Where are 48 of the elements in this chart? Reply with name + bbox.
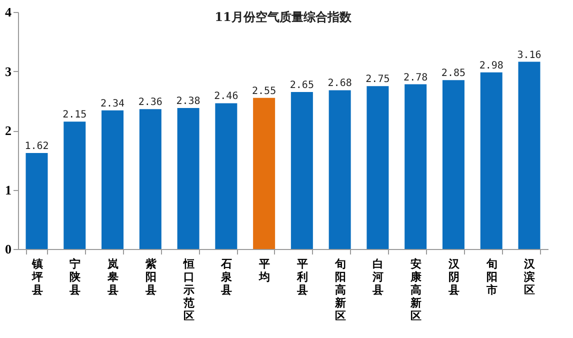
data-label: 2.55 [252, 86, 276, 97]
x-tick-label: 平利县 [296, 258, 308, 296]
chart-title: 11月份空气质量综合指数 [214, 10, 352, 24]
bar [328, 90, 351, 249]
x-tick-label: 紫阳县 [144, 258, 156, 296]
x-tick-label: 白河县 [372, 258, 384, 296]
bar [253, 98, 276, 249]
data-label: 2.68 [328, 78, 352, 90]
x-tick-label: 宁陕县 [68, 258, 82, 296]
x-tick-label: 平均 [258, 258, 270, 284]
y-tick-label: 3 [5, 64, 12, 79]
x-tick-label: 汉阴县 [447, 258, 460, 296]
y-tick-label: 0 [5, 242, 12, 256]
data-label: 2.46 [214, 91, 238, 102]
bar [518, 62, 540, 249]
bar [177, 108, 200, 249]
data-label: 2.98 [479, 60, 504, 72]
data-label: 2.85 [441, 68, 466, 80]
y-tick-label: 2 [5, 123, 12, 138]
bar [102, 110, 124, 249]
data-label: 1.62 [24, 141, 49, 152]
bar [404, 84, 427, 249]
x-tick-label: 安康高新区 [410, 258, 423, 322]
data-label: 2.34 [100, 98, 125, 110]
x-tick-label: 旬阳高新区 [334, 258, 346, 322]
data-label: 2.38 [176, 96, 200, 107]
data-label: 2.65 [290, 80, 314, 91]
data-label: 2.36 [138, 97, 162, 108]
x-tick-label: 镇坪县 [30, 258, 43, 296]
x-tick-label: 旬阳市 [485, 258, 498, 296]
data-label: 2.15 [62, 110, 87, 121]
x-tick-label: 恒口示范区 [182, 258, 196, 322]
bar [366, 86, 389, 249]
data-label: 2.75 [366, 74, 390, 86]
data-label: 3.16 [517, 50, 542, 61]
data-label: 2.78 [404, 72, 428, 84]
y-tick-label: 1 [5, 182, 12, 198]
bar [290, 92, 313, 249]
x-tick-label: 汉滨区 [523, 258, 536, 296]
bar [442, 80, 464, 249]
bar [26, 153, 48, 249]
x-tick-label: 石泉县 [220, 258, 234, 296]
x-tick-label: 岚皋县 [106, 258, 119, 296]
bar [215, 103, 238, 249]
y-tick-label: 4 [5, 4, 12, 20]
bar [64, 122, 86, 249]
bar [139, 109, 162, 249]
bar [480, 72, 502, 249]
